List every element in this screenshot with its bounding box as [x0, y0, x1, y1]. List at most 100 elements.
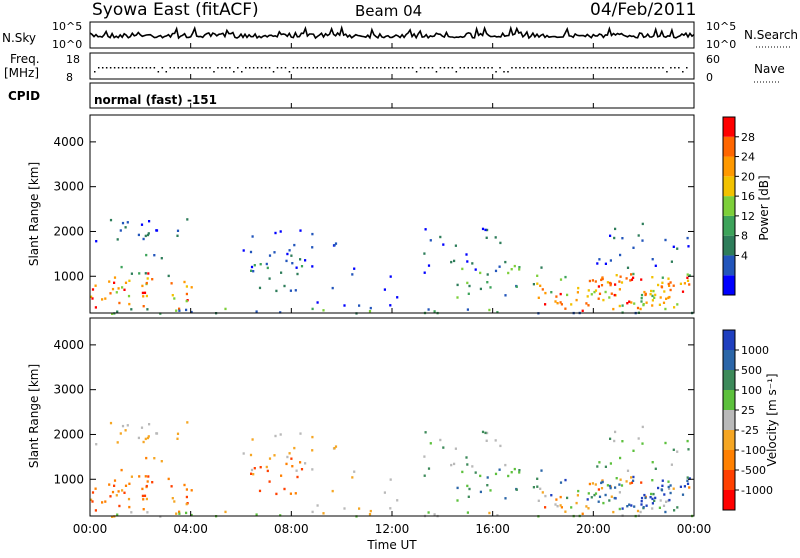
range-cell	[253, 467, 256, 470]
freq-dot	[582, 67, 585, 69]
range-cell	[255, 310, 258, 313]
range-cell	[173, 297, 176, 300]
range-cell	[145, 281, 148, 285]
freq-dot	[157, 71, 160, 73]
range-cell	[608, 296, 611, 299]
range-cell	[494, 236, 497, 239]
range-cell	[686, 476, 689, 479]
range-cell	[143, 291, 147, 294]
freq-dot	[447, 67, 450, 69]
range-cell	[90, 295, 93, 298]
range-cell	[536, 485, 539, 488]
range-cell	[515, 285, 518, 288]
colorbar-tick-label: 4	[741, 249, 748, 262]
range-cell	[104, 500, 107, 503]
range-cell	[288, 249, 291, 252]
range-cell	[467, 495, 470, 498]
range-cell	[661, 281, 664, 284]
range-cell	[641, 239, 644, 242]
range-cell	[649, 496, 652, 499]
range-cell	[676, 450, 679, 453]
range-cell	[481, 227, 485, 231]
range-cell	[144, 234, 147, 238]
y-tick-label: 4000	[53, 135, 84, 149]
freq-dot	[344, 67, 346, 69]
range-cell	[456, 486, 459, 490]
colorbar-tick-label: -100	[741, 444, 766, 457]
range-cell	[155, 432, 159, 435]
range-cell	[251, 235, 254, 238]
range-cell	[633, 505, 636, 508]
nsearch-tick-high: 10^5	[706, 20, 736, 33]
range-cell	[265, 465, 268, 469]
time-axis-ticks: 00:00 04:00 08:00 12:00 16:00 20:00 00:00	[73, 43, 711, 536]
range-cell	[176, 234, 179, 237]
range-cell	[268, 277, 271, 280]
range-cell	[619, 478, 622, 481]
colorbar-segment	[723, 176, 735, 197]
range-cell	[632, 272, 635, 276]
freq-dot	[193, 67, 195, 69]
range-cell	[606, 281, 609, 284]
range-cell	[618, 483, 621, 486]
range-cell	[630, 301, 633, 304]
colorbar-segment	[723, 196, 735, 216]
range-cell	[439, 235, 442, 239]
colorbar-segment	[723, 370, 735, 390]
range-cell	[311, 246, 314, 249]
range-cell	[667, 282, 670, 286]
range-cell	[679, 485, 682, 488]
freq-dot	[296, 67, 299, 69]
range-cell	[142, 305, 145, 308]
freq-dot	[495, 71, 497, 73]
range-cell	[461, 470, 464, 474]
range-cell	[123, 491, 126, 494]
range-cell	[178, 512, 181, 515]
range-cell	[190, 310, 193, 314]
freq-dot	[411, 67, 414, 69]
range-cell	[173, 500, 176, 503]
range-cell	[128, 505, 131, 509]
range-cell	[559, 481, 563, 484]
range-cell	[488, 511, 491, 515]
range-cell	[575, 298, 578, 302]
range-cell	[587, 304, 590, 307]
freq-dot	[348, 67, 350, 69]
range-cell	[588, 482, 591, 486]
y-tick-label: 3000	[53, 180, 84, 194]
range-cell	[358, 507, 361, 510]
range-cell	[101, 298, 104, 301]
range-cell	[686, 236, 689, 240]
range-cell	[333, 447, 336, 450]
range-cell	[454, 447, 457, 450]
range-cell	[602, 501, 605, 505]
range-cell	[536, 477, 539, 480]
range-cell	[630, 476, 633, 479]
range-cell	[654, 496, 657, 500]
range-cell	[273, 251, 276, 254]
range-cell	[242, 452, 245, 455]
range-cell	[109, 292, 112, 295]
range-cell	[626, 505, 629, 508]
range-cell	[640, 503, 643, 506]
colorbar-tick-label: 28	[741, 131, 755, 144]
freq-dot	[197, 67, 199, 69]
colorbar-tick-label: -1000	[741, 484, 773, 497]
freq-dot	[340, 67, 342, 69]
freq-dot	[423, 67, 426, 69]
range-cell	[333, 244, 336, 247]
range-cell	[632, 246, 635, 249]
freq-dot	[221, 67, 223, 69]
range-cell	[657, 283, 660, 287]
range-cell	[564, 307, 567, 310]
range-cell	[621, 507, 624, 510]
range-cell	[626, 469, 630, 472]
range-cell	[494, 439, 497, 442]
range-cell	[142, 237, 145, 241]
freq-dot	[205, 67, 207, 69]
freq-dot	[364, 67, 366, 69]
range-cell	[559, 495, 562, 499]
freq-trace	[94, 67, 688, 73]
range-cell	[186, 421, 189, 424]
power-y-ticks: 4000 3000 2000 1000	[53, 135, 694, 283]
